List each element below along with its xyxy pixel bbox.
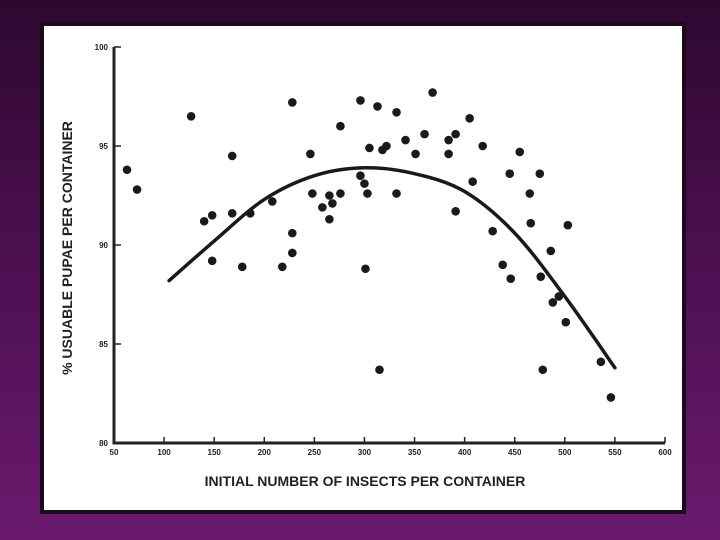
x-tick-label: 250 — [308, 448, 322, 457]
x-tick-label: 300 — [358, 448, 372, 457]
data-point — [525, 189, 535, 198]
data-point — [336, 189, 345, 198]
data-point — [488, 226, 497, 236]
x-tick-label: 500 — [558, 448, 572, 457]
fit-curve — [167, 166, 617, 370]
data-point — [132, 185, 142, 194]
x-tick-label: 450 — [508, 448, 522, 457]
data-points — [122, 88, 616, 402]
data-point — [401, 135, 410, 145]
data-point — [444, 149, 453, 159]
data-point — [536, 272, 546, 281]
y-tick-label: 100 — [95, 43, 109, 52]
x-tick-label: 350 — [408, 448, 422, 457]
data-point — [360, 179, 369, 188]
data-point — [451, 207, 460, 216]
data-point — [526, 218, 536, 228]
data-point — [546, 246, 556, 256]
data-point — [596, 357, 606, 367]
data-point — [318, 203, 327, 212]
data-point — [237, 262, 247, 272]
data-point — [411, 149, 420, 159]
chart-panel: 50 100 150 200 250 300 350 400 450 500 550 600 80 85… — [44, 26, 682, 510]
data-point — [356, 171, 365, 180]
x-tick-label: 550 — [608, 448, 622, 457]
x-tick-label: 150 — [208, 448, 222, 457]
data-point — [444, 135, 453, 145]
data-point — [363, 189, 372, 198]
data-point — [420, 129, 429, 139]
data-point — [468, 177, 477, 186]
x-axis-ticks: 50 100 150 200 250 300 350 400 450 500 550 600 — [110, 437, 672, 457]
data-point — [506, 274, 516, 283]
data-point — [392, 189, 401, 198]
y-tick-label: 95 — [99, 142, 108, 151]
data-point — [306, 149, 315, 159]
data-point — [325, 191, 334, 200]
data-point — [288, 98, 297, 107]
data-point — [308, 189, 317, 198]
data-point — [561, 317, 571, 327]
x-tick-label: 200 — [258, 448, 272, 457]
scatter-chart: 50 100 150 200 250 300 350 400 450 500 550 600 80 85… — [59, 43, 672, 489]
y-tick-label: 80 — [99, 439, 108, 448]
data-point — [465, 113, 474, 123]
data-point — [207, 211, 217, 220]
data-point — [245, 209, 255, 218]
x-tick-label: 100 — [157, 448, 171, 457]
data-point — [361, 264, 370, 274]
data-point — [373, 102, 382, 111]
data-point — [207, 256, 217, 266]
data-point — [392, 108, 401, 117]
data-point — [606, 393, 616, 402]
data-point — [451, 129, 460, 139]
fit-curve-layer — [167, 166, 617, 370]
data-point — [515, 147, 525, 157]
axes — [112, 47, 665, 445]
data-point — [498, 260, 508, 270]
x-tick-label: 600 — [658, 448, 672, 457]
x-tick-label: 50 — [110, 448, 119, 457]
data-point — [199, 216, 209, 226]
data-point — [428, 88, 437, 97]
data-point — [478, 141, 487, 151]
y-axis-title: % USUABLE PUPAE PER CONTAINER — [59, 121, 75, 375]
y-axis-ticks: 80 85 90 95 100 — [95, 43, 121, 448]
data-point — [548, 298, 558, 307]
data-point — [554, 292, 564, 301]
data-point — [382, 141, 391, 151]
data-point — [325, 214, 334, 224]
data-point — [535, 169, 545, 179]
data-point — [336, 121, 345, 131]
data-point — [538, 365, 548, 375]
data-point — [356, 96, 365, 105]
y-tick-label: 90 — [99, 241, 108, 250]
data-point — [375, 365, 384, 375]
x-axis-title: INITIAL NUMBER OF INSECTS PER CONTAINER — [205, 473, 526, 489]
y-tick-label: 85 — [99, 340, 108, 349]
data-point — [505, 169, 515, 179]
data-point — [122, 165, 132, 175]
data-point — [365, 143, 374, 153]
data-point — [288, 228, 297, 238]
data-point — [328, 199, 337, 208]
x-tick-label: 400 — [458, 448, 472, 457]
data-point — [288, 248, 297, 258]
data-point — [267, 197, 277, 206]
chart-frame: 50 100 150 200 250 300 350 400 450 500 550 600 80 85… — [40, 22, 686, 514]
data-point — [186, 112, 196, 121]
data-point — [278, 262, 287, 272]
data-point — [563, 220, 573, 230]
data-point — [227, 151, 237, 161]
data-point — [227, 209, 237, 218]
